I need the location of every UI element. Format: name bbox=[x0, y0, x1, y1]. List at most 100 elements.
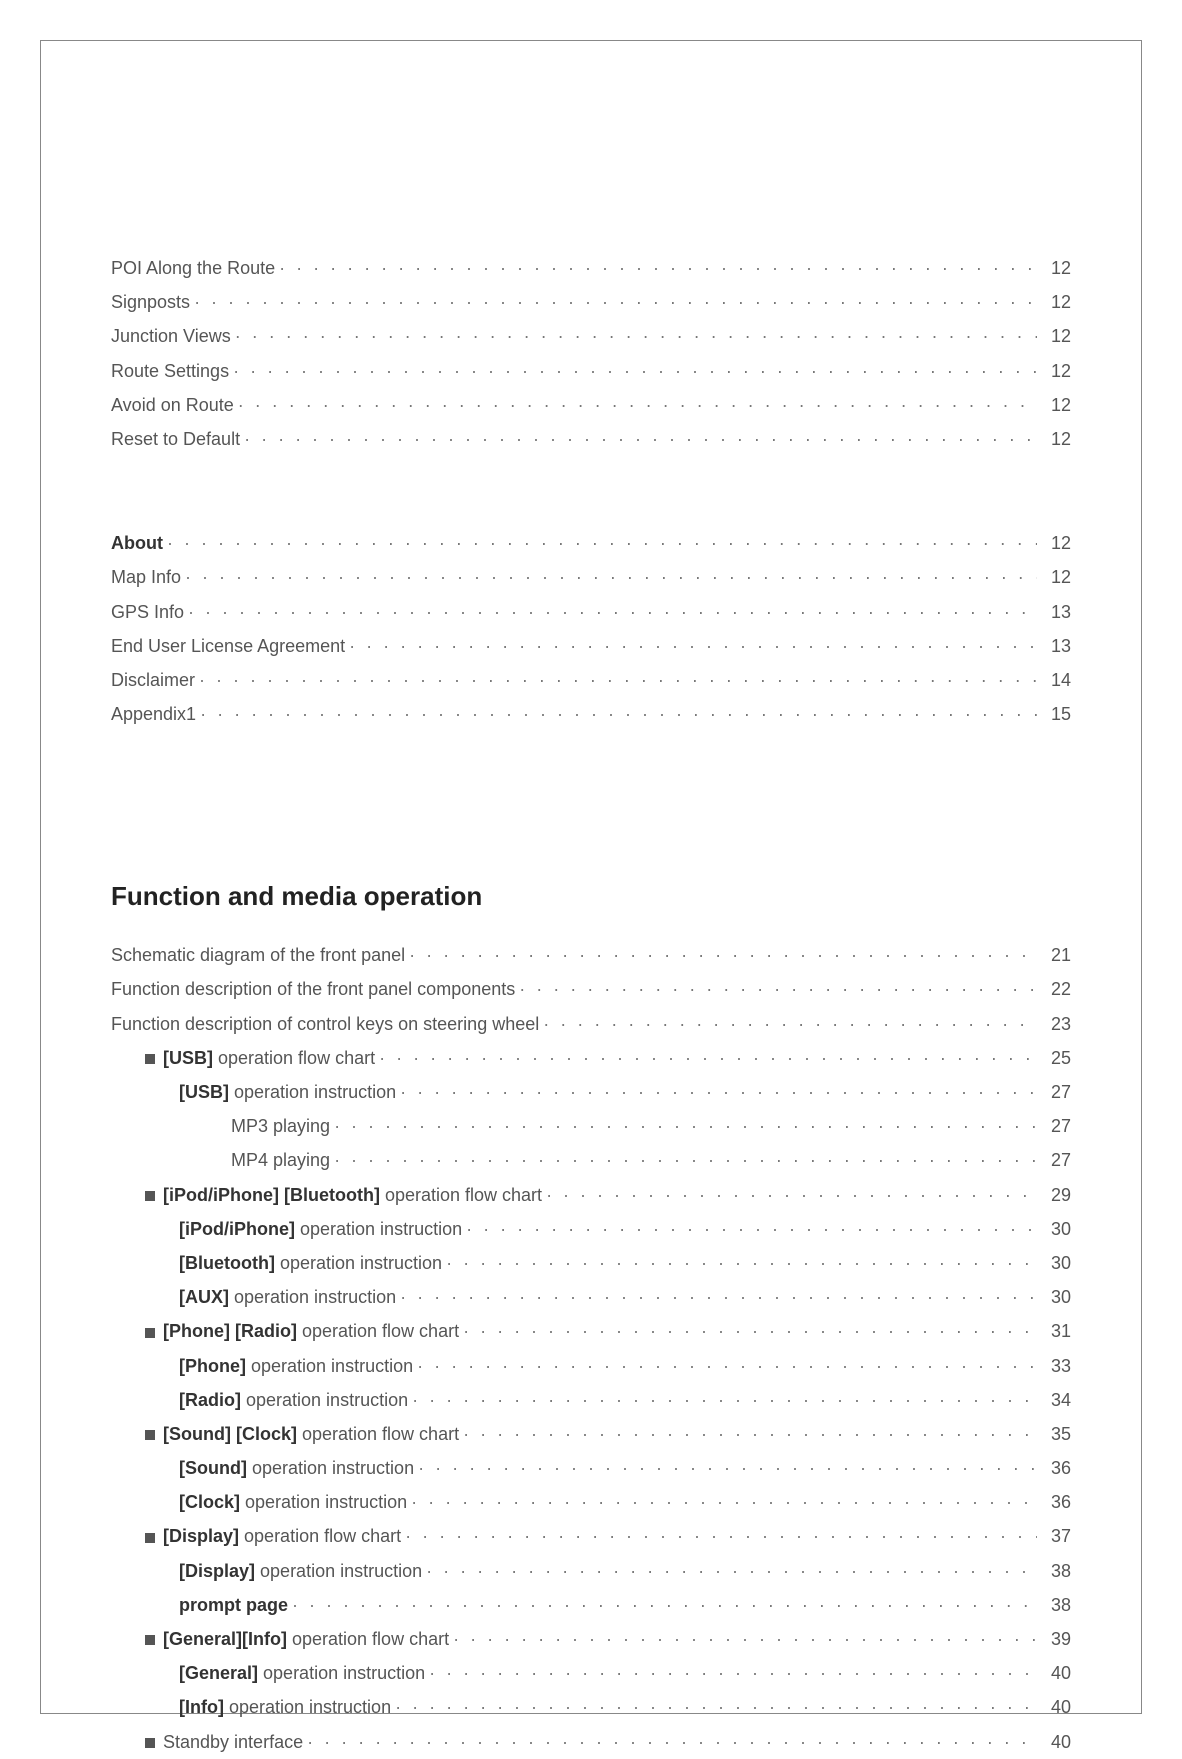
toc-leader-dots: · · · · · · · · · · · · · · · · · · · · … bbox=[244, 422, 1037, 456]
toc-page-number: 30 bbox=[1041, 1212, 1071, 1246]
toc-label-plain: Map Info bbox=[111, 567, 181, 587]
toc-label: Junction Views bbox=[111, 319, 231, 353]
toc-label-plain: operation flow chart bbox=[239, 1526, 401, 1546]
toc-label: POI Along the Route bbox=[111, 251, 275, 285]
toc-page-number: 36 bbox=[1041, 1485, 1071, 1519]
toc-leader-dots: · · · · · · · · · · · · · · · · · · · · … bbox=[200, 697, 1037, 731]
toc-leader-dots: · · · · · · · · · · · · · · · · · · · · … bbox=[292, 1588, 1037, 1622]
toc-leader-dots: · · · · · · · · · · · · · · · · · · · · … bbox=[463, 1314, 1037, 1348]
toc-row: [Phone] operation instruction· · · · · ·… bbox=[111, 1349, 1071, 1383]
toc-label: Route Settings bbox=[111, 354, 229, 388]
toc-row: MP3 playing· · · · · · · · · · · · · · ·… bbox=[111, 1109, 1071, 1143]
toc-page-number: 22 bbox=[1041, 972, 1071, 1006]
toc-label-plain: Appendix1 bbox=[111, 704, 196, 724]
bullet-icon bbox=[145, 1738, 155, 1748]
toc-label-bold: [Clock] bbox=[179, 1492, 240, 1512]
toc-label-plain: operation instruction bbox=[229, 1082, 396, 1102]
toc-label: MP3 playing bbox=[231, 1109, 330, 1143]
toc-row: [Info] operation instruction· · · · · · … bbox=[111, 1690, 1071, 1724]
toc-row: End User License Agreement· · · · · · · … bbox=[111, 629, 1071, 663]
toc-page-number: 23 bbox=[1041, 1007, 1071, 1041]
toc-label-plain: Function description of the front panel … bbox=[111, 979, 515, 999]
section-heading: Function and media operation bbox=[111, 881, 1071, 912]
toc-label-plain: End User License Agreement bbox=[111, 636, 345, 656]
toc-row: [Radio] operation instruction· · · · · ·… bbox=[111, 1383, 1071, 1417]
toc-label-bold: [Display] bbox=[163, 1526, 239, 1546]
toc-label: [iPod/iPhone] [Bluetooth] operation flow… bbox=[145, 1178, 542, 1212]
toc-label: [Radio] operation instruction bbox=[179, 1383, 408, 1417]
toc-label: [Clock] operation instruction bbox=[179, 1485, 407, 1519]
toc-label-plain: operation flow chart bbox=[287, 1629, 449, 1649]
toc-label-plain: operation flow chart bbox=[297, 1321, 459, 1341]
toc-row: [AUX] operation instruction· · · · · · ·… bbox=[111, 1280, 1071, 1314]
toc-leader-dots: · · · · · · · · · · · · · · · · · · · · … bbox=[334, 1143, 1037, 1177]
toc-leader-dots: · · · · · · · · · · · · · · · · · · · · … bbox=[466, 1212, 1037, 1246]
toc-label-plain: GPS Info bbox=[111, 602, 184, 622]
toc-label: MP4 playing bbox=[231, 1143, 330, 1177]
toc-row: [Display] operation instruction· · · · ·… bbox=[111, 1554, 1071, 1588]
toc-label: [USB] operation instruction bbox=[179, 1075, 396, 1109]
toc-row: [Phone] [Radio] operation flow chart· · … bbox=[111, 1314, 1071, 1348]
toc-label: [Sound] [Clock] operation flow chart bbox=[145, 1417, 459, 1451]
toc-leader-dots: · · · · · · · · · · · · · · · · · · · · … bbox=[188, 595, 1037, 629]
toc-page-number: 38 bbox=[1041, 1554, 1071, 1588]
toc-leader-dots: · · · · · · · · · · · · · · · · · · · · … bbox=[349, 629, 1037, 663]
toc-label-plain: operation instruction bbox=[240, 1492, 407, 1512]
toc-page-number: 12 bbox=[1041, 526, 1071, 560]
toc-label: End User License Agreement bbox=[111, 629, 345, 663]
toc-label-plain: operation flow chart bbox=[213, 1048, 375, 1068]
bullet-icon bbox=[145, 1191, 155, 1201]
toc-label-bold: [General] bbox=[179, 1663, 258, 1683]
toc-page-number: 12 bbox=[1041, 388, 1071, 422]
toc-leader-dots: · · · · · · · · · · · · · · · · · · · · … bbox=[279, 251, 1037, 285]
toc-page-number: 33 bbox=[1041, 1349, 1071, 1383]
toc-page-number: 13 bbox=[1041, 595, 1071, 629]
toc-label: GPS Info bbox=[111, 595, 184, 629]
toc-leader-dots: · · · · · · · · · · · · · · · · · · · · … bbox=[446, 1246, 1037, 1280]
toc-page-number: 12 bbox=[1041, 560, 1071, 594]
toc-row: GPS Info· · · · · · · · · · · · · · · · … bbox=[111, 595, 1071, 629]
toc-about-block: About · · · · · · · · · · · · · · · · · ·… bbox=[111, 526, 1071, 731]
toc-label-plain: operation instruction bbox=[247, 1458, 414, 1478]
toc-label: Function description of the front panel … bbox=[111, 972, 515, 1006]
toc-label-plain: Signposts bbox=[111, 292, 190, 312]
toc-label: [Phone] operation instruction bbox=[179, 1349, 413, 1383]
toc-label: [USB] operation flow chart bbox=[145, 1041, 375, 1075]
toc-row: Schematic diagram of the front panel· · … bbox=[111, 938, 1071, 972]
bullet-icon bbox=[145, 1054, 155, 1064]
toc-label-plain: Route Settings bbox=[111, 361, 229, 381]
toc-label-bold: [Display] bbox=[179, 1561, 255, 1581]
toc-leader-dots: · · · · · · · · · · · · · · · · · · · · … bbox=[429, 1656, 1037, 1690]
toc-label-plain: Schematic diagram of the front panel bbox=[111, 945, 405, 965]
toc-leader-dots: · · · · · · · · · · · · · · · · · · · · … bbox=[233, 354, 1037, 388]
toc-page-number: 40 bbox=[1041, 1690, 1071, 1724]
toc-page-number: 12 bbox=[1041, 319, 1071, 353]
bullet-icon bbox=[145, 1533, 155, 1543]
toc-label-plain: Reset to Default bbox=[111, 429, 240, 449]
toc-row: MP4 playing· · · · · · · · · · · · · · ·… bbox=[111, 1143, 1071, 1177]
toc-page-number: 30 bbox=[1041, 1246, 1071, 1280]
toc-page-number: 35 bbox=[1041, 1417, 1071, 1451]
toc-leader-dots: · · · · · · · · · · · · · · · · · · · · … bbox=[238, 388, 1037, 422]
toc-label-bold: [USB] bbox=[179, 1082, 229, 1102]
toc-leader-dots: · · · · · · · · · · · · · · · · · · · · … bbox=[409, 938, 1037, 972]
toc-label: About bbox=[111, 526, 163, 560]
toc-row: [General] operation instruction· · · · ·… bbox=[111, 1656, 1071, 1690]
toc-leader-dots: · · · · · · · · · · · · · · · · · · · · … bbox=[417, 1349, 1037, 1383]
toc-label-plain: operation instruction bbox=[229, 1287, 396, 1307]
toc-leader-dots: · · · · · · · · · · · · · · · · · · · · … bbox=[411, 1485, 1037, 1519]
toc-page-number: 36 bbox=[1041, 1451, 1071, 1485]
bullet-icon bbox=[145, 1430, 155, 1440]
toc-leader-dots: · · · · · · · · · · · · · · · · · · · · … bbox=[185, 560, 1037, 594]
toc-label-bold: [Phone] bbox=[179, 1356, 246, 1376]
toc-label: Map Info bbox=[111, 560, 181, 594]
toc-label-bold: [General][Info] bbox=[163, 1629, 287, 1649]
toc-label-plain: operation instruction bbox=[275, 1253, 442, 1273]
toc-row: POI Along the Route· · · · · · · · · · ·… bbox=[111, 251, 1071, 285]
toc-row: [USB] operation instruction· · · · · · ·… bbox=[111, 1075, 1071, 1109]
bullet-icon bbox=[145, 1328, 155, 1338]
toc-label-plain: MP4 playing bbox=[231, 1150, 330, 1170]
toc-page-number: 21 bbox=[1041, 938, 1071, 972]
toc-label: Function description of control keys on … bbox=[111, 1007, 539, 1041]
toc-label: Avoid on Route bbox=[111, 388, 234, 422]
